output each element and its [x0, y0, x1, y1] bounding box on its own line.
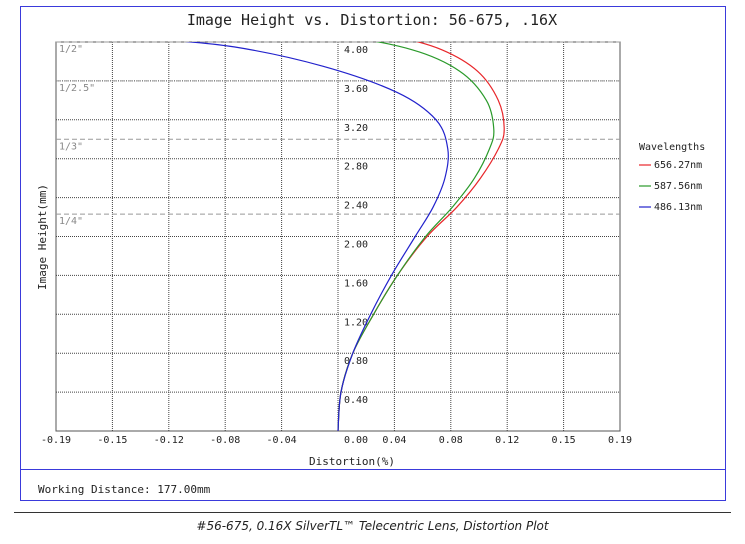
- sensor-reference-label: 1/2.5": [59, 83, 95, 94]
- x-tick-label: -0.12: [154, 435, 184, 446]
- working-distance-label: Working Distance: 177.00mm: [38, 483, 211, 496]
- figure-caption: #56-675, 0.16X SilverTL™ Telecentric Len…: [196, 519, 549, 533]
- y-tick-label: 3.60: [344, 84, 368, 95]
- series-line-587.56nm: [337, 42, 495, 431]
- series-line-486.13nm: [185, 42, 449, 431]
- x-tick-label: 0.00: [344, 435, 368, 446]
- frame-divider: [20, 469, 726, 470]
- sensor-reference-label: 1/3": [59, 141, 83, 152]
- x-tick-label: 0.08: [439, 435, 463, 446]
- legend-entry: 656.27nm: [654, 160, 702, 171]
- y-tick-label: 1.60: [344, 278, 368, 289]
- x-tick-label: -0.15: [97, 435, 127, 446]
- y-tick-label: 2.40: [344, 201, 368, 212]
- x-tick-label: -0.04: [267, 435, 297, 446]
- chart-title: Image Height vs. Distortion: 56-675, .16…: [187, 11, 557, 29]
- x-tick-label: 0.12: [495, 435, 519, 446]
- y-tick-label: 1.20: [344, 317, 368, 328]
- y-tick-label: 0.80: [344, 356, 368, 367]
- sensor-reference-label: 1/4": [59, 216, 83, 227]
- legend-entry: 486.13nm: [654, 202, 702, 213]
- y-tick-label: 0.40: [344, 395, 368, 406]
- x-axis-label: Distortion(%): [309, 455, 395, 468]
- y-tick-label: 2.80: [344, 162, 368, 173]
- x-tick-label: 0.04: [382, 435, 406, 446]
- x-tick-label: -0.19: [41, 435, 71, 446]
- x-tick-label: 0.19: [608, 435, 632, 446]
- y-axis-label: Image Height(mm): [36, 184, 49, 290]
- sensor-reference-label: 1/2": [59, 44, 83, 55]
- plot-frame: [20, 6, 726, 501]
- y-tick-label: 2.00: [344, 240, 368, 251]
- legend-entry: 587.56nm: [654, 181, 702, 192]
- caption-rule: [14, 512, 731, 513]
- y-tick-label: 4.00: [344, 45, 368, 56]
- x-tick-label: -0.08: [210, 435, 240, 446]
- legend: 656.27nm 587.56nm 486.13nm: [639, 160, 702, 213]
- x-tick-label: 0.15: [552, 435, 576, 446]
- legend-title: Wavelengths: [639, 142, 705, 153]
- y-tick-label: 3.20: [344, 123, 368, 134]
